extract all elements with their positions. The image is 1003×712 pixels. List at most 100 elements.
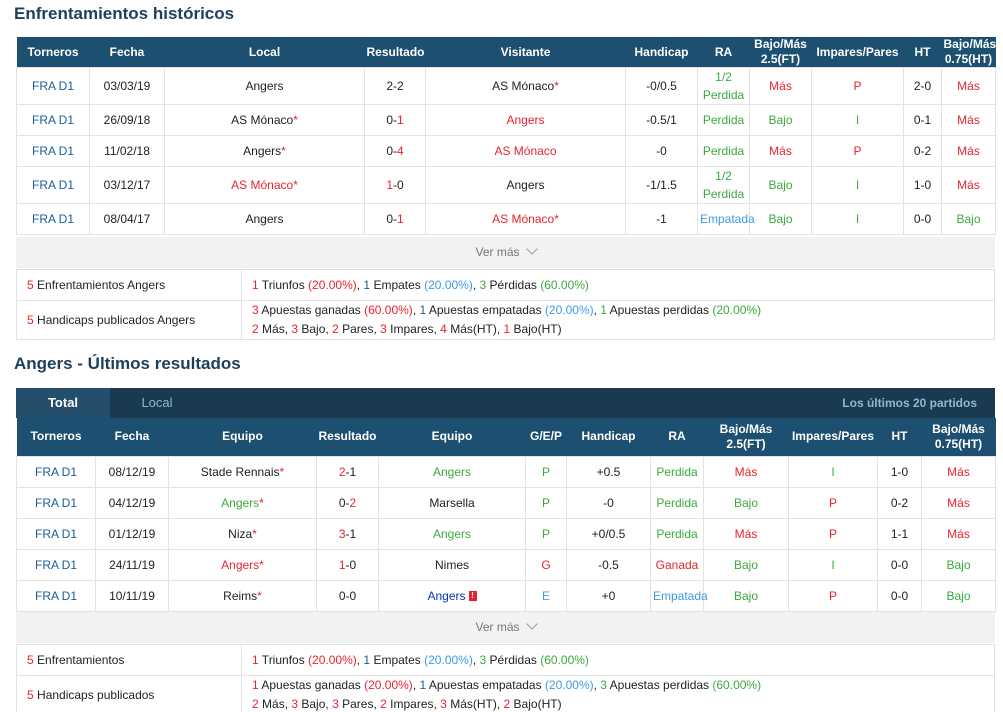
red-card-icon: !	[468, 591, 477, 602]
over-under-ft: Bajo	[703, 548, 789, 581]
away-team[interactable]: AS Mónaco*	[425, 203, 626, 235]
win-draw-loss: E	[525, 579, 567, 612]
summary-token: ,	[356, 652, 364, 667]
league-link[interactable]: FRA D1	[16, 455, 96, 488]
column-header: Handicap	[625, 37, 698, 68]
league-link[interactable]: FRA D1	[16, 486, 96, 519]
column-header: Resultado	[316, 418, 379, 456]
score-home: 0	[338, 588, 346, 603]
table-row: FRA D1 04/12/19 Angers* 0-2 Marsella P -0 Perdi…	[16, 486, 996, 519]
home-team[interactable]: Angers	[164, 203, 365, 235]
column-header-line: Bajo/Más	[943, 37, 997, 51]
summary-token: (60.00%)	[540, 652, 589, 667]
star-marker: *	[293, 113, 298, 127]
summary-token: ,	[472, 652, 480, 667]
summary-row: 5 Handicaps publicados 1 Apuestas ganadas…	[17, 676, 994, 712]
summary-count: 5	[27, 688, 34, 702]
summary-token: Pares,	[338, 322, 381, 336]
score-cell: 2-2	[364, 67, 426, 105]
league-link[interactable]: FRA D1	[16, 203, 90, 235]
league-link[interactable]: FRA D1	[16, 104, 90, 136]
home-team[interactable]: Stade Rennais*	[168, 455, 317, 488]
column-header: Bajo/Más 0.75(HT)	[921, 418, 996, 456]
home-team[interactable]: Angers*	[168, 548, 317, 581]
column-header-line: Bajo/Más	[932, 421, 985, 436]
score-cell: 0-2	[316, 486, 379, 519]
league-link[interactable]: FRA D1	[16, 548, 96, 581]
home-team[interactable]: Angers	[164, 67, 365, 105]
away-team[interactable]: AS Mónaco	[425, 135, 626, 167]
score-home: 2	[338, 464, 346, 479]
score-away: 1	[349, 464, 357, 479]
away-team[interactable]: AS Mónaco*	[425, 67, 626, 105]
recent-title: Angers - Últimos resultados	[14, 354, 241, 373]
home-team[interactable]: AS Mónaco*	[164, 104, 365, 136]
column-header: Bajo/Más 2.5(FT)	[703, 418, 789, 456]
away-team[interactable]: Angers	[425, 166, 626, 204]
summary-value: 1 Triunfos (20.00%), 1 Empates (20.00%),…	[242, 270, 994, 300]
summary-token: Empates	[370, 652, 425, 667]
over-under-ht: Bajo	[921, 579, 996, 612]
summary-token: Triunfos	[258, 652, 309, 667]
summary-token: ,	[412, 303, 420, 317]
score-home: 3	[338, 526, 346, 541]
summary-token: (60.00%)	[364, 303, 413, 317]
score-cell: 2-1	[316, 455, 379, 488]
league-link[interactable]: FRA D1	[16, 67, 90, 105]
home-team[interactable]: Angers*	[168, 486, 317, 519]
recent-ver-mas-button[interactable]: Ver más	[16, 612, 995, 643]
match-date: 01/12/19	[95, 517, 169, 550]
summary-token: (20.00%)	[308, 652, 357, 667]
column-header-line: 2.5(FT)	[760, 52, 801, 66]
star-marker: *	[281, 144, 286, 158]
summary-line: 2 Más, 3 Bajo, 3 Pares, 2 Impares, 3 Más…	[252, 695, 994, 712]
odd-even: P	[788, 517, 878, 550]
score-away: 2	[349, 495, 357, 510]
home-team[interactable]: Angers*	[164, 135, 365, 167]
league-link[interactable]: FRA D1	[16, 166, 90, 204]
odd-even: I	[788, 548, 878, 581]
score-separator: -	[345, 464, 350, 479]
score-home: 2	[386, 79, 393, 93]
score-cell: 0-1	[364, 203, 426, 235]
column-header: HT	[877, 418, 922, 456]
summary-token: Apuestas ganadas	[258, 678, 365, 692]
half-time-score: 1-0	[877, 455, 922, 488]
home-team[interactable]: AS Mónaco*	[164, 166, 365, 204]
away-team[interactable]: Angers	[378, 455, 526, 488]
tab-local[interactable]: Local	[141, 395, 173, 410]
league-link[interactable]: FRA D1	[16, 517, 96, 550]
h2h-ver-mas-button[interactable]: Ver más	[16, 237, 995, 268]
chevron-down-icon	[525, 618, 538, 630]
handicap: -0.5	[566, 548, 651, 581]
score-separator: -	[345, 526, 350, 541]
summary-token: Pérdidas	[486, 277, 541, 292]
away-team[interactable]: Marsella	[378, 486, 526, 519]
summary-line: 3 Apuestas ganadas (60.00%), 1 Apuestas …	[252, 301, 994, 320]
summary-token: 1	[363, 652, 371, 667]
league-link[interactable]: FRA D1	[16, 135, 90, 167]
summary-token: 2	[332, 322, 339, 336]
away-team[interactable]: Nimes	[378, 548, 526, 581]
summary-token: 2	[252, 697, 259, 711]
ra-fraction: 1/2	[715, 169, 732, 183]
league-link[interactable]: FRA D1	[16, 579, 96, 612]
column-header: Impares/Pares	[788, 418, 878, 456]
recent-header-row: Torneros Fecha Equipo Resultado Equipo G/E/P H…	[16, 418, 996, 456]
tab-total[interactable]: Total	[16, 388, 110, 418]
away-team[interactable]: Angers!	[378, 579, 526, 612]
home-team[interactable]: Reims*	[168, 579, 317, 612]
odd-even: I	[811, 166, 904, 204]
summary-token: 3	[332, 697, 339, 711]
star-marker: *	[279, 464, 285, 479]
summary-token: 1	[252, 277, 259, 292]
home-team[interactable]: Niza*	[168, 517, 317, 550]
summary-line: 1 Triunfos (20.00%), 1 Empates (20.00%),…	[252, 651, 994, 670]
column-header-line: Bajo/Más	[754, 37, 807, 51]
away-team[interactable]: Angers	[425, 104, 626, 136]
summary-token: 1	[600, 303, 607, 317]
over-under-ft: Bajo	[749, 166, 812, 204]
summary-label-text: Handicaps publicados	[33, 688, 155, 702]
handicap: -1	[625, 203, 698, 235]
away-team[interactable]: Angers	[378, 517, 526, 550]
